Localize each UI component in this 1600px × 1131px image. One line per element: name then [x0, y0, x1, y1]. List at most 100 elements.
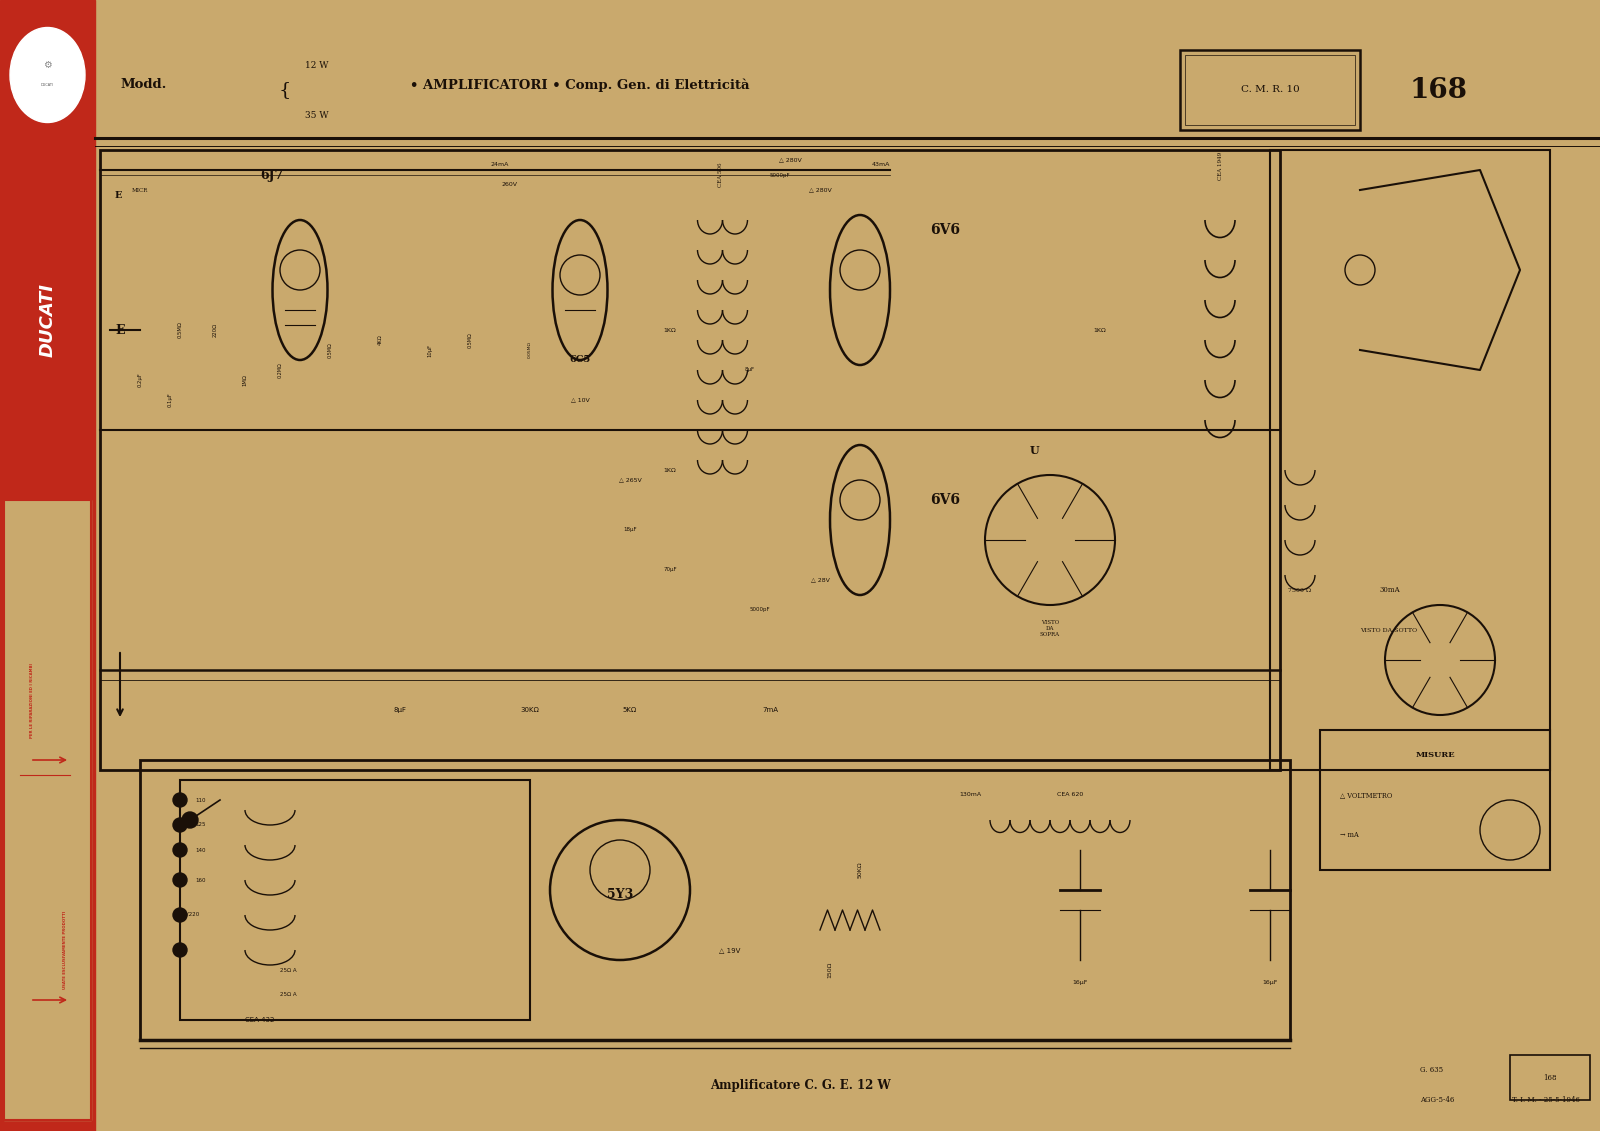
Text: 1KΩ: 1KΩ	[664, 467, 677, 473]
Text: 16μF: 16μF	[1072, 979, 1088, 985]
Text: 5000pF: 5000pF	[770, 173, 790, 178]
Text: VISTO DA SOTTO: VISTO DA SOTTO	[1360, 628, 1418, 632]
Bar	[141, 760, 1290, 1041]
Polygon shape	[1360, 170, 1520, 370]
Ellipse shape	[10, 27, 85, 122]
Circle shape	[173, 908, 187, 922]
Circle shape	[173, 843, 187, 857]
Text: △ 265V: △ 265V	[619, 477, 642, 483]
Text: MISURE: MISURE	[1414, 751, 1454, 759]
Text: 6V6: 6V6	[930, 493, 960, 507]
Bar	[3, 500, 91, 1120]
Text: 30KΩ: 30KΩ	[520, 707, 539, 713]
Text: 0.5MΩ: 0.5MΩ	[328, 342, 333, 357]
Text: PER LE RIPARAZIONI ED I RICAMBI: PER LE RIPARAZIONI ED I RICAMBI	[30, 663, 34, 737]
Text: 0.5MΩ: 0.5MΩ	[467, 333, 472, 348]
Text: VISTO
DA
SOPRA: VISTO DA SOPRA	[1040, 620, 1061, 637]
Text: 10μF: 10μF	[427, 344, 432, 356]
Text: E: E	[115, 323, 125, 337]
Text: → mA: → mA	[1341, 831, 1358, 839]
Circle shape	[173, 793, 187, 808]
Bar	[179, 780, 530, 1020]
Text: 1MΩ: 1MΩ	[243, 374, 248, 386]
Text: T. I. M. - 25-5-1946: T. I. M. - 25-5-1946	[1512, 1096, 1581, 1104]
Text: 160: 160	[195, 878, 205, 882]
Text: 7500 Ω: 7500 Ω	[1288, 587, 1312, 593]
Text: 168: 168	[1544, 1074, 1557, 1082]
Text: 5000pF: 5000pF	[750, 607, 770, 613]
Text: 25Ω A: 25Ω A	[280, 993, 296, 998]
Text: 8μF: 8μF	[746, 368, 755, 372]
Bar	[99, 150, 1280, 770]
Text: • AMPLIFICATORI • Comp. Gen. di Elettricità: • AMPLIFICATORI • Comp. Gen. di Elettric…	[410, 78, 749, 92]
Text: 18μF: 18μF	[622, 527, 637, 533]
Text: USATE ESCLUSIVAMENTE PRODOTTI: USATE ESCLUSIVAMENTE PRODOTTI	[62, 910, 67, 990]
Text: △ 10V: △ 10V	[571, 397, 589, 403]
Text: 130mA: 130mA	[958, 793, 981, 797]
Text: 150Ω: 150Ω	[827, 961, 832, 978]
Text: 70μF: 70μF	[662, 568, 677, 572]
Text: 35 W: 35 W	[306, 111, 328, 120]
Text: 6V6: 6V6	[930, 223, 960, 238]
Text: 0.1μF: 0.1μF	[168, 392, 173, 407]
Bar	[3, 500, 91, 1120]
Text: U: U	[1030, 444, 1040, 456]
Text: Modd.: Modd.	[120, 78, 166, 92]
Text: 43mA: 43mA	[872, 163, 890, 167]
Text: CEA 620: CEA 620	[1058, 793, 1083, 797]
Text: 168: 168	[1410, 77, 1469, 104]
Text: 125: 125	[195, 822, 205, 828]
Text: DUCATI: DUCATI	[42, 83, 54, 87]
Text: ⚙: ⚙	[43, 60, 51, 70]
Text: Amplificatore C. G. E. 12 W: Amplificatore C. G. E. 12 W	[710, 1079, 890, 1091]
Text: G. 635: G. 635	[1421, 1067, 1443, 1074]
Text: C. M. R. 10: C. M. R. 10	[1240, 86, 1299, 95]
Text: 50KΩ: 50KΩ	[858, 862, 862, 879]
Text: CEA 506: CEA 506	[717, 163, 723, 188]
Text: 1KΩ: 1KΩ	[1094, 328, 1106, 333]
Text: 16μF: 16μF	[1262, 979, 1278, 985]
Text: 220Ω: 220Ω	[213, 323, 218, 337]
Text: V.220: V.220	[186, 913, 200, 917]
Text: AGG-5-46: AGG-5-46	[1421, 1096, 1454, 1104]
Bar	[1320, 729, 1550, 870]
Text: 0.2MΩ: 0.2MΩ	[277, 362, 283, 378]
Text: 5KΩ: 5KΩ	[622, 707, 637, 713]
Bar	[1181, 50, 1360, 130]
Text: △ 280V: △ 280V	[808, 188, 832, 192]
Bar	[1510, 1055, 1590, 1100]
Text: 25Ω A: 25Ω A	[280, 967, 296, 973]
Circle shape	[173, 818, 187, 832]
Text: 1KΩ: 1KΩ	[664, 328, 677, 333]
Text: CEA 1949: CEA 1949	[1218, 152, 1222, 180]
Text: △ 19V: △ 19V	[720, 947, 741, 953]
Text: 6C5: 6C5	[570, 355, 590, 364]
Text: 4KΩ: 4KΩ	[378, 335, 382, 345]
Text: CEA 432: CEA 432	[245, 1017, 275, 1024]
Text: 110: 110	[195, 797, 205, 803]
Text: △ 28V: △ 28V	[811, 578, 829, 582]
Bar	[1186, 55, 1355, 126]
Text: MICR: MICR	[131, 188, 149, 192]
Circle shape	[173, 943, 187, 957]
Text: E: E	[115, 190, 123, 199]
Text: △ VOLTMETRO: △ VOLTMETRO	[1341, 791, 1392, 798]
Text: {: {	[278, 81, 291, 100]
Bar	[1270, 150, 1550, 770]
Text: 12 W: 12 W	[306, 60, 328, 69]
Text: 5Y3: 5Y3	[606, 889, 634, 901]
Circle shape	[182, 812, 198, 828]
Text: 24mA: 24mA	[491, 163, 509, 167]
Text: 30mA: 30mA	[1379, 586, 1400, 594]
Text: 140: 140	[195, 847, 205, 853]
Text: 7mA: 7mA	[762, 707, 778, 713]
Bar	[0, 0, 94, 1131]
Text: DUCATI: DUCATI	[38, 283, 56, 357]
Text: 0.2μF: 0.2μF	[138, 372, 142, 388]
Text: 260V: 260V	[502, 182, 518, 188]
Text: 6J7: 6J7	[259, 169, 283, 181]
Text: 0.5MΩ: 0.5MΩ	[178, 321, 182, 338]
Text: 8μF: 8μF	[394, 707, 406, 713]
Text: △ 280V: △ 280V	[779, 157, 802, 163]
Text: 0.05MΩ: 0.05MΩ	[528, 342, 531, 359]
